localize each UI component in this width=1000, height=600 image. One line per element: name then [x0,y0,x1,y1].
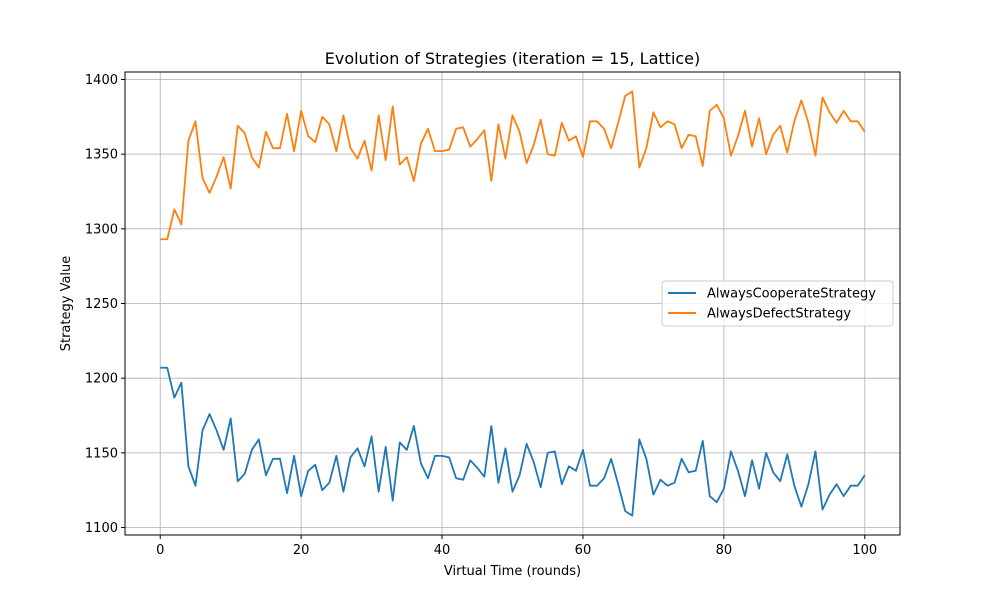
x-axis-label: Virtual Time (rounds) [444,564,581,579]
series-lines [160,90,866,517]
y-tick-label: 1350 [85,148,118,163]
series-line-always-cooperate [160,366,866,517]
y-tick-label: 1200 [85,372,118,387]
x-tick-label: 40 [434,543,451,558]
y-tick-label: 1150 [85,446,118,461]
legend-label-always-cooperate: AlwaysCooperateStrategy [707,287,876,302]
y-axis-label: Strategy Value [59,256,74,352]
x-tick-label: 60 [575,543,592,558]
x-tick-label: 80 [716,543,733,558]
y-tick-label: 1300 [85,222,118,237]
y-tick-label: 1100 [85,521,118,536]
axis-ticks: 0 20 40 60 80 100 1100 1150 1200 1250 1300 1350 1400 [85,73,877,558]
x-tick-label: 0 [156,543,164,558]
chart-title: Evolution of Strategies (iteration = 15,… [325,49,701,68]
series-line-always-defect [160,90,866,241]
y-tick-label: 1250 [85,297,118,312]
x-tick-label: 20 [293,543,310,558]
legend: AlwaysCooperateStrategy AlwaysDefectStra… [661,280,894,327]
legend-label-always-defect: AlwaysDefectStrategy [707,307,851,322]
y-tick-label: 1400 [85,73,118,88]
legend-box [661,280,894,327]
x-tick-label: 100 [852,543,877,558]
